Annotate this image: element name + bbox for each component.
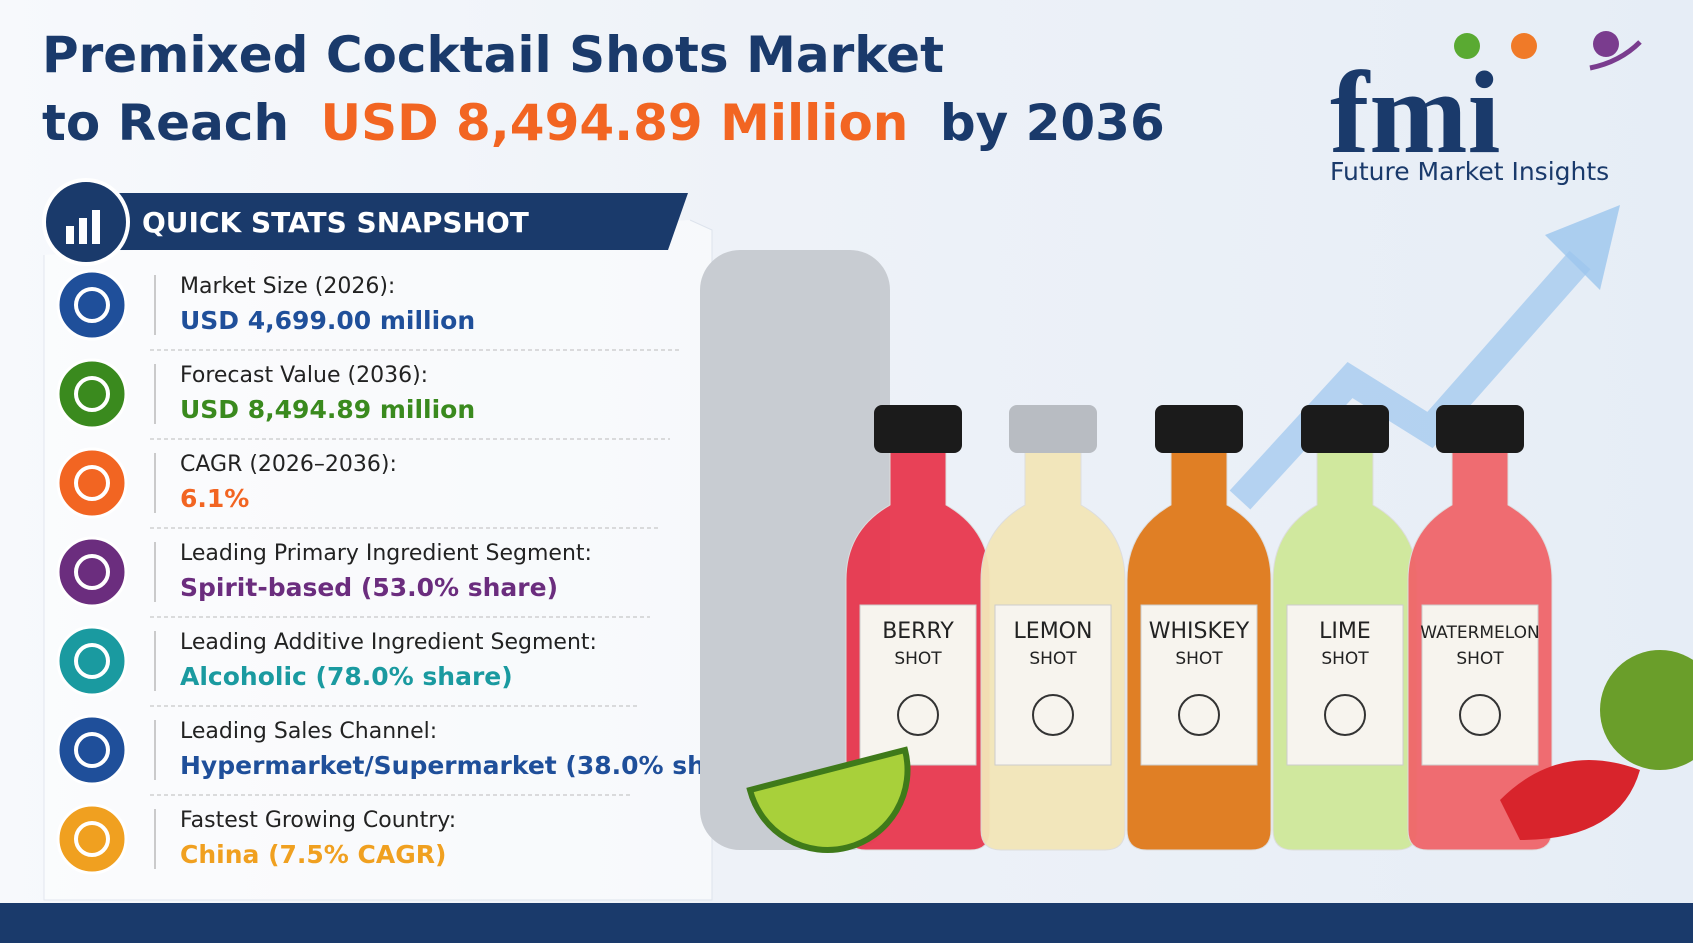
- lime: [1600, 650, 1693, 770]
- stat-icon-inner: [74, 554, 110, 590]
- bottle-cap: [1301, 405, 1389, 453]
- bottle-icon: [1032, 694, 1074, 736]
- bottle-label: [1421, 604, 1539, 766]
- stat-icon: [56, 536, 128, 608]
- title-prefix: to Reach: [42, 94, 289, 152]
- stat-value: Spirit-based (53.0% share): [180, 573, 558, 602]
- bottle-icon: [1324, 694, 1366, 736]
- title-line1: Premixed Cocktail Shots Market: [42, 26, 944, 84]
- bottle-name: WHISKEY: [1149, 619, 1250, 644]
- bottle-name: LEMON: [1014, 619, 1093, 644]
- stat-label: CAGR (2026–2036):: [180, 452, 397, 477]
- bottle-icon: [1459, 694, 1501, 736]
- stats-panel: [43, 219, 713, 901]
- footer-bar: [0, 903, 1693, 943]
- arrow-head: [1545, 205, 1620, 290]
- bottle-cap: [1155, 405, 1243, 453]
- bottle-icon: [897, 694, 939, 736]
- bottle-label: [1286, 604, 1404, 766]
- stat-icon-inner: [74, 732, 110, 768]
- title-line2: to Reach USD 8,494.89 Million by 2036: [42, 94, 1165, 152]
- bottle-sub: SHOT: [1175, 649, 1223, 669]
- logo: fmi Future Market Insights: [1330, 31, 1642, 186]
- stat-value: USD 8,494.89 million: [180, 395, 475, 424]
- stat-icon-inner: [74, 287, 110, 323]
- stat-label: Leading Primary Ingredient Segment:: [180, 541, 592, 566]
- bottle-label: [994, 604, 1112, 766]
- stat-label: Leading Sales Channel:: [180, 719, 437, 744]
- title-highlight: USD 8,494.89 Million: [320, 94, 908, 152]
- stat-value: Hypermarket/Supermarket (38.0% share): [180, 751, 763, 780]
- growth-arrow: [1229, 250, 1591, 510]
- bottle-cap: [874, 405, 962, 453]
- stat-value: 6.1%: [180, 484, 249, 513]
- bottle-cap: [1009, 405, 1097, 453]
- bottle-label: [859, 604, 977, 766]
- stat-icon: [56, 714, 128, 786]
- stats-heading: QUICK STATS SNAPSHOT: [142, 206, 529, 239]
- bottle-name: LIME: [1319, 619, 1371, 644]
- bottle-label: [1140, 604, 1258, 766]
- lime-slice: [746, 746, 911, 854]
- stat-label: Market Size (2026):: [180, 274, 395, 299]
- stat-icon-inner: [74, 821, 110, 857]
- stat-icon: [56, 803, 128, 875]
- bottle-sub: SHOT: [1029, 649, 1077, 669]
- stat-label: Forecast Value (2036):: [180, 363, 428, 388]
- logo-tagline: Future Market Insights: [1330, 157, 1609, 186]
- title-suffix: by 2036: [940, 94, 1165, 152]
- heading-icon-bars: [66, 210, 100, 244]
- stat-value: China (7.5% CAGR): [180, 840, 446, 869]
- stat-icon: [56, 269, 128, 341]
- stat-value: Alcoholic (78.0% share): [180, 662, 513, 691]
- bottle-sub: SHOT: [1321, 649, 1369, 669]
- stat-icon-inner: [74, 465, 110, 501]
- stat-icon-inner: [74, 376, 110, 412]
- bottle-name: BERRY: [882, 619, 954, 644]
- strawberry: [1500, 760, 1640, 840]
- stat-icon: [56, 358, 128, 430]
- stat-label: Leading Additive Ingredient Segment:: [180, 630, 597, 655]
- bottle-icon: [1178, 694, 1220, 736]
- bottle-sub: SHOT: [894, 649, 942, 669]
- heading-bar: [110, 193, 688, 250]
- bottle-sub: SHOT: [1456, 649, 1504, 669]
- shaker: [700, 250, 890, 850]
- bottle-cap: [1436, 405, 1524, 453]
- stat-icon: [56, 447, 128, 519]
- stat-label: Fastest Growing Country:: [180, 808, 456, 833]
- stat-icon-inner: [74, 643, 110, 679]
- stat-value: USD 4,699.00 million: [180, 306, 475, 335]
- bottle-name: WATERMELON: [1420, 623, 1540, 643]
- logo-letters: fmi: [1330, 47, 1500, 178]
- stat-icon: [56, 625, 128, 697]
